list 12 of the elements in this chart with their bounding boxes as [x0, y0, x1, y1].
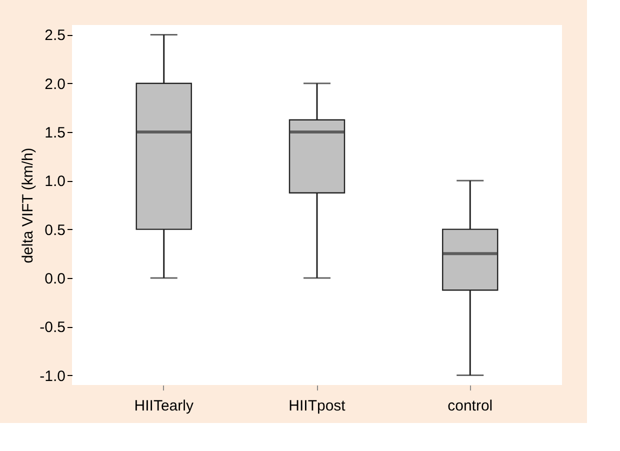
y-tick-label: -1.0 [40, 368, 66, 385]
y-tick-label: -0.5 [40, 319, 66, 336]
x-tick-label: HIITpost [288, 398, 346, 414]
y-tick-label: 1.5 [44, 124, 66, 142]
x-tick-label: control [448, 398, 493, 414]
y-axis-title: delta VIFT (km/h) [20, 148, 37, 264]
y-tick-label: 0.5 [44, 222, 66, 239]
y-tick-label: 2.5 [44, 27, 66, 44]
y-tick-label: 2.0 [44, 76, 66, 93]
y-tick-label: 0.0 [44, 270, 66, 288]
y-tick-label: 1.0 [44, 173, 66, 190]
x-tick-label: HIITearly [134, 398, 194, 414]
